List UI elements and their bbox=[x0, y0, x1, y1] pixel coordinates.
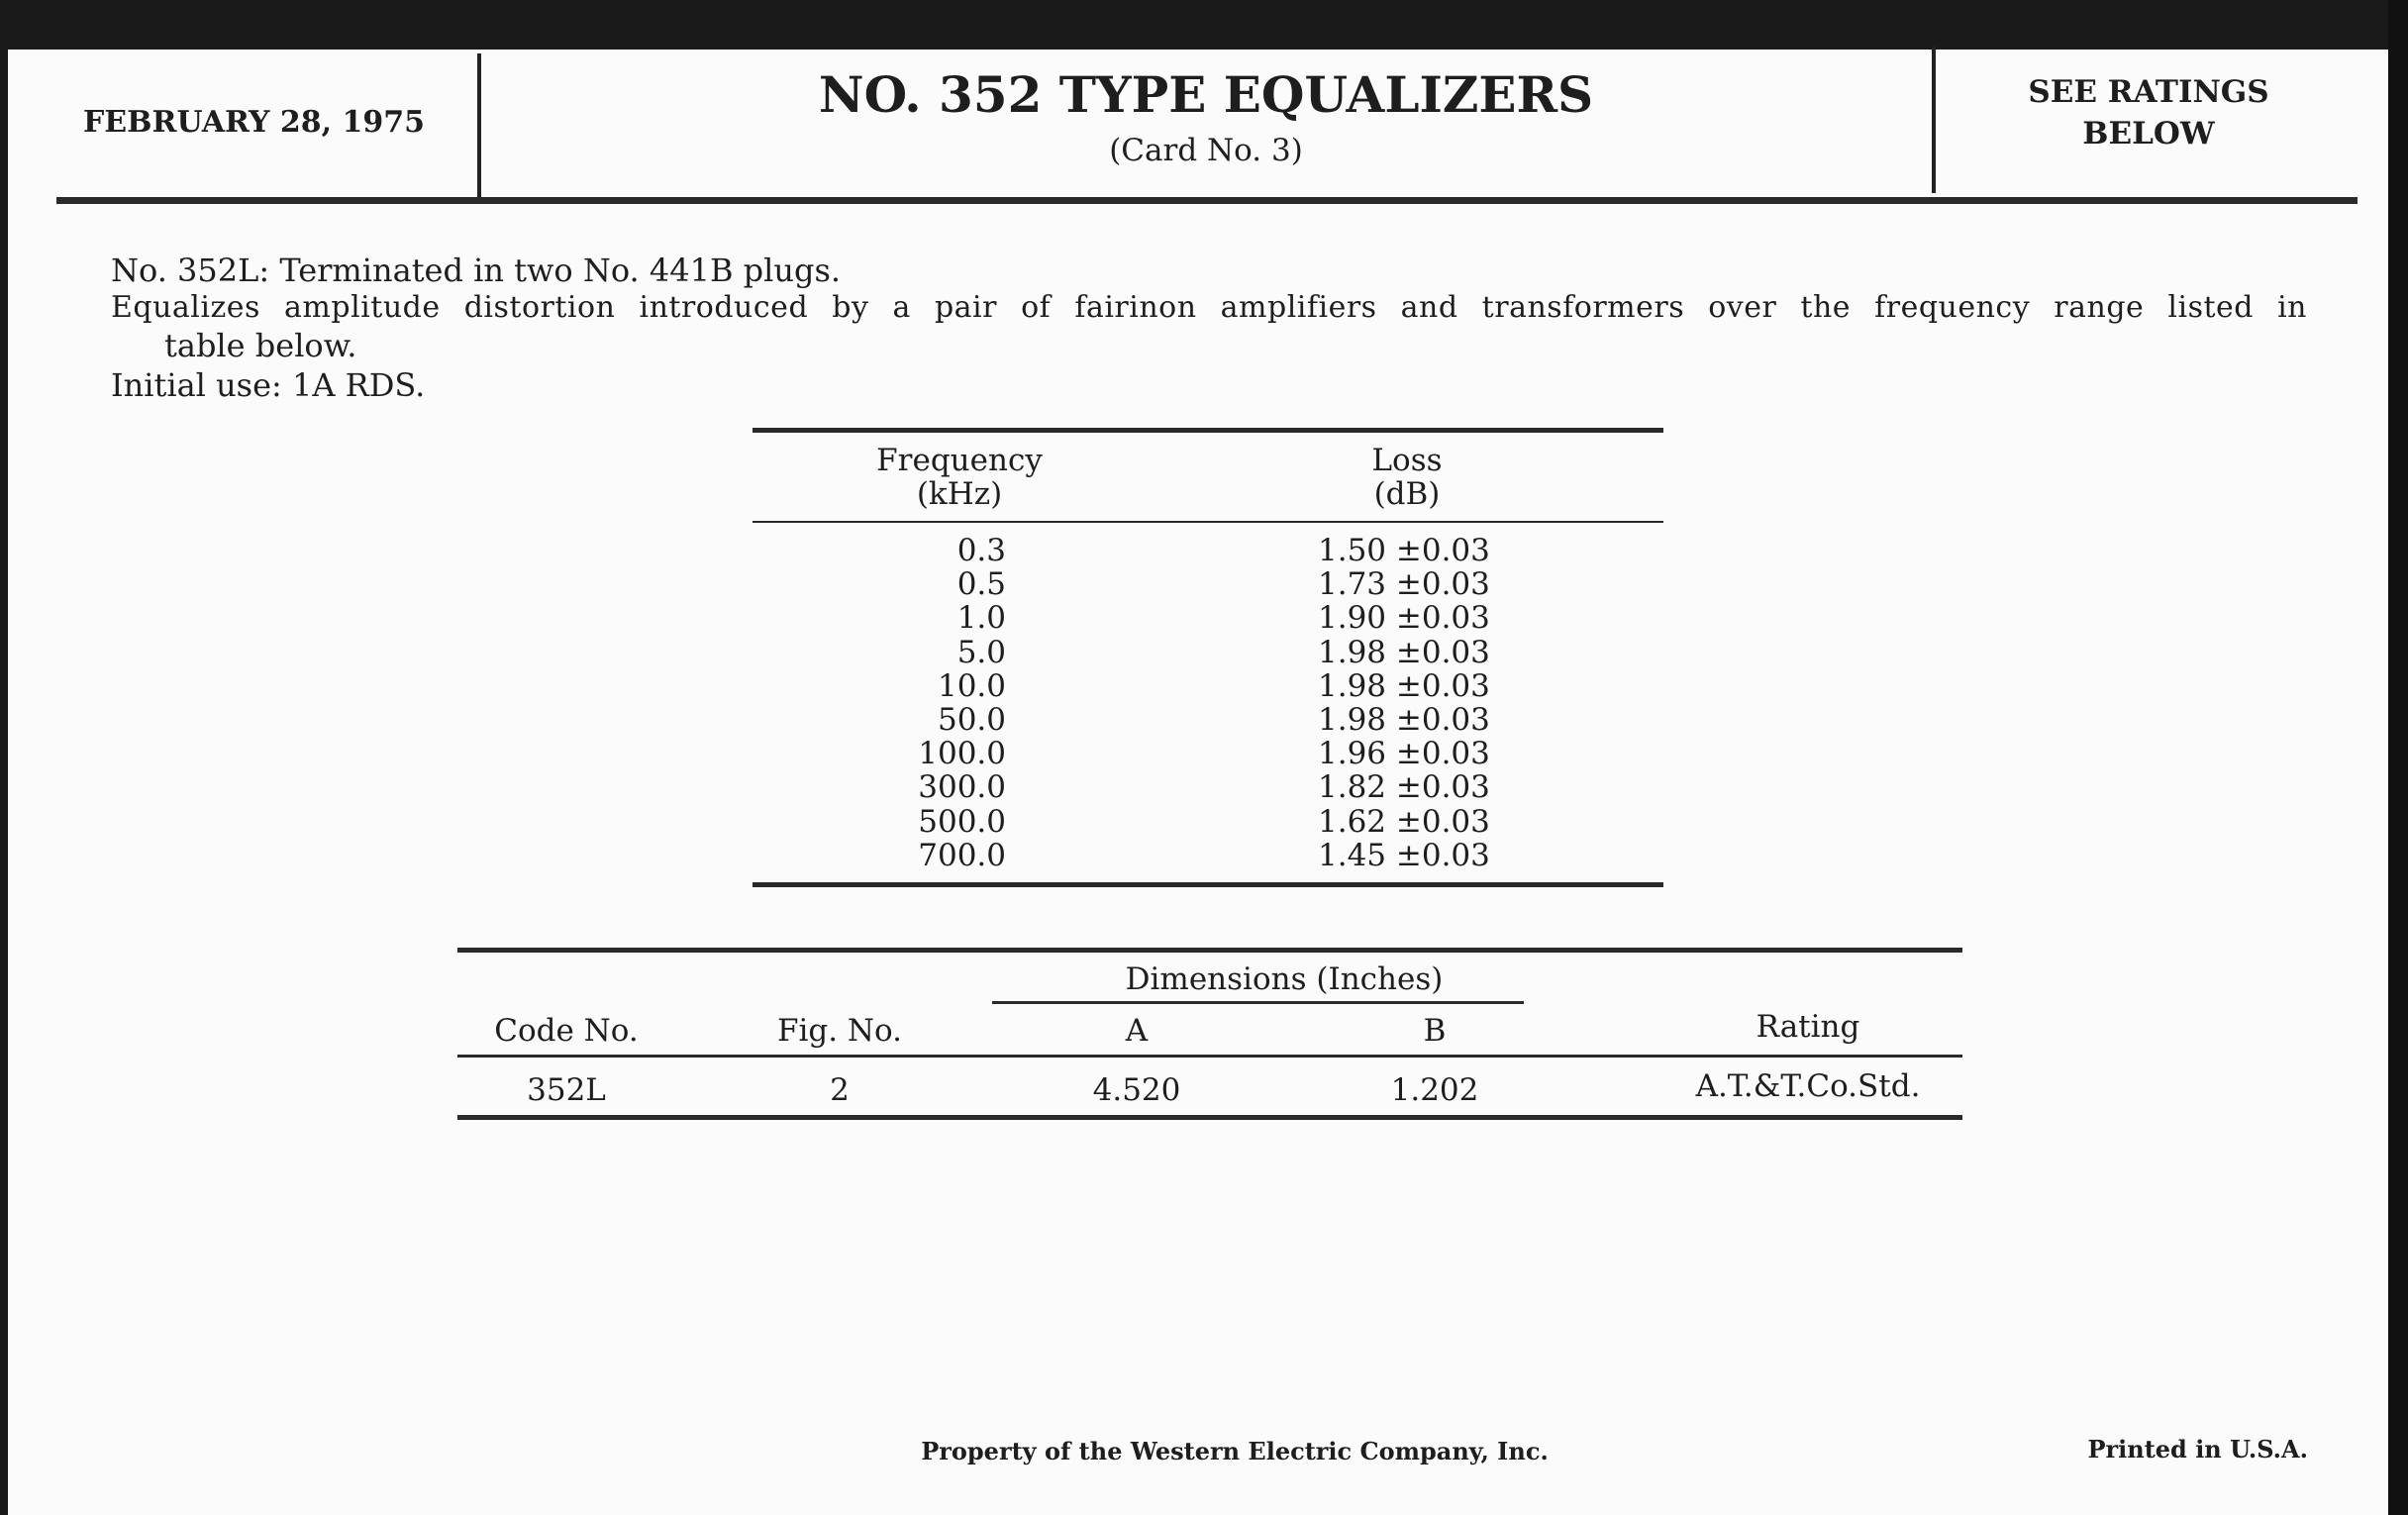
description-line: table below. bbox=[164, 327, 357, 364]
cell-loss: 1.50 ±0.03 bbox=[1318, 533, 1490, 568]
cell-frequency: 5.0 bbox=[956, 634, 1006, 670]
column-header-fig: Fig. No. bbox=[776, 1013, 903, 1049]
header-divider bbox=[1932, 47, 1936, 193]
column-header-code: Code No. bbox=[494, 1013, 639, 1049]
description-line: Equalizes amplitude distortion introduce… bbox=[111, 290, 2307, 325]
cell-frequency: 0.5 bbox=[956, 566, 1006, 603]
cell-loss: 1.98 ±0.03 bbox=[1318, 667, 1490, 704]
cell-frequency: 0.3 bbox=[956, 533, 1006, 568]
cell-frequency: 10.0 bbox=[937, 667, 1006, 704]
header-rule bbox=[56, 197, 2358, 204]
column-header-frequency: Frequency bbox=[876, 443, 1043, 478]
cell-frequency: 300.0 bbox=[918, 769, 1006, 806]
cell-fig: 2 bbox=[830, 1072, 850, 1108]
table-rule bbox=[457, 1055, 1962, 1058]
description-line: Initial use: 1A RDS. bbox=[111, 366, 426, 404]
scan-edge bbox=[2388, 0, 2408, 1515]
column-header-loss: Loss bbox=[1371, 443, 1443, 478]
cell-loss: 1.45 ±0.03 bbox=[1318, 837, 1490, 873]
cell-frequency: 700.0 bbox=[918, 837, 1006, 873]
cell-rating: A.T.&T.Co.Std. bbox=[1695, 1068, 1921, 1104]
cell-loss: 1.73 ±0.03 bbox=[1318, 566, 1490, 603]
cell-frequency: 100.0 bbox=[918, 736, 1006, 772]
column-header-loss-unit: (dB) bbox=[1373, 476, 1441, 512]
cell-loss: 1.96 ±0.03 bbox=[1318, 736, 1490, 772]
cell-frequency: 50.0 bbox=[937, 702, 1006, 738]
cell-loss: 1.90 ±0.03 bbox=[1318, 600, 1490, 637]
cell-frequency: 500.0 bbox=[918, 803, 1006, 840]
cell-loss: 1.82 ±0.03 bbox=[1318, 769, 1490, 806]
table-rule bbox=[457, 948, 1962, 953]
table-rule bbox=[752, 521, 1663, 523]
page-title: NO. 352 TYPE EQUALIZERS bbox=[818, 65, 1594, 124]
cell-a: 4.520 bbox=[1092, 1072, 1181, 1108]
cell-loss: 1.98 ±0.03 bbox=[1318, 634, 1490, 670]
table-rule bbox=[457, 1115, 1962, 1120]
cell-b: 1.202 bbox=[1390, 1072, 1479, 1108]
footer-printed: Printed in U.S.A. bbox=[2087, 1435, 2308, 1464]
column-header-rating: Rating bbox=[1756, 1009, 1860, 1045]
document-card bbox=[8, 50, 2388, 1515]
group-rule bbox=[992, 1001, 1524, 1004]
dimensions-group-header: Dimensions (Inches) bbox=[1125, 961, 1444, 997]
table-rule bbox=[752, 428, 1663, 433]
description-line: No. 352L: Terminated in two No. 441B plu… bbox=[111, 252, 842, 289]
card-number: (Card No. 3) bbox=[1109, 133, 1303, 168]
column-header-a: A bbox=[1125, 1013, 1149, 1049]
cell-loss: 1.98 ±0.03 bbox=[1318, 702, 1490, 738]
cell-loss: 1.62 ±0.03 bbox=[1318, 803, 1490, 840]
ratings-note: SEE RATINGS bbox=[2028, 74, 2269, 110]
footer-property: Property of the Western Electric Company… bbox=[921, 1437, 1549, 1465]
column-header-frequency-unit: (kHz) bbox=[916, 476, 1003, 512]
cell-code: 352L bbox=[527, 1072, 606, 1108]
ratings-note: BELOW bbox=[2082, 116, 2215, 152]
table-rule bbox=[752, 882, 1663, 887]
date: FEBRUARY 28, 1975 bbox=[83, 105, 425, 140]
column-header-b: B bbox=[1423, 1013, 1447, 1049]
cell-frequency: 1.0 bbox=[956, 600, 1006, 637]
header-divider bbox=[477, 53, 481, 200]
